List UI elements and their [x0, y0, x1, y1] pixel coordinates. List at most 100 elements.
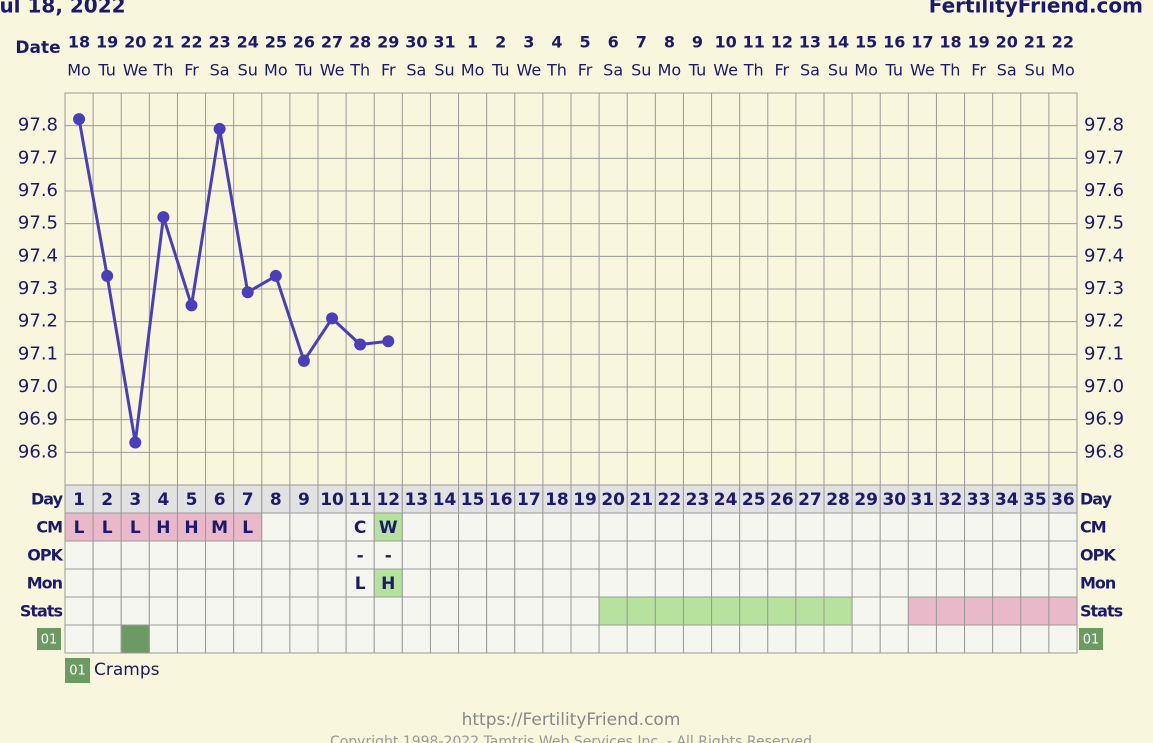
- day-number: 33: [967, 490, 991, 510]
- table-cell: [92, 596, 122, 626]
- table-cell: [598, 540, 628, 570]
- table-cell: [458, 624, 488, 654]
- date-label: 25: [265, 33, 287, 52]
- legend-swatch: [65, 658, 90, 683]
- day-number: 23: [686, 490, 710, 510]
- weekday-label: Tu: [294, 61, 312, 80]
- temperature-point: [157, 211, 170, 224]
- table-cell: [64, 484, 94, 514]
- temperature-point: [241, 286, 254, 299]
- date-label: 20: [124, 33, 146, 52]
- table-cell: [682, 624, 713, 654]
- date-label: 16: [883, 33, 905, 52]
- table-cell: [935, 596, 966, 626]
- row-label-right: OPK: [1080, 546, 1116, 565]
- weekday-label: Su: [828, 61, 848, 80]
- table-cell: [795, 568, 825, 598]
- weekday-label: Mo: [854, 61, 878, 80]
- y-tick-label: 97.0: [18, 376, 58, 397]
- weekday-label: Sa: [406, 61, 426, 80]
- day-number: 1: [73, 490, 85, 510]
- table-cell: [739, 540, 769, 570]
- row-label-right: CM: [1080, 518, 1106, 537]
- table-cell: [907, 484, 937, 514]
- table-cell: [1020, 596, 1050, 626]
- table-cell: [486, 512, 516, 542]
- weekday-label: Th: [743, 61, 764, 80]
- temperature-point: [129, 436, 142, 449]
- table-cell: [992, 568, 1022, 598]
- day-number: 32: [939, 490, 963, 510]
- table-cell: [486, 624, 516, 654]
- table-cell: [261, 568, 291, 598]
- weekday-label: Tu: [97, 61, 115, 80]
- table-cell: [233, 512, 263, 542]
- day-number: 29: [854, 490, 878, 510]
- table-cell: [514, 624, 544, 654]
- table-cell: [851, 624, 881, 654]
- date-label: 26: [293, 33, 315, 52]
- table-cell: [795, 596, 825, 626]
- table-cell: [935, 540, 966, 570]
- table-cell: [205, 540, 235, 570]
- table-cell: [767, 512, 797, 542]
- weekday-label: Fr: [578, 61, 593, 80]
- day-number: 24: [714, 490, 738, 510]
- temperature-line: [77, 118, 389, 443]
- day-number: 17: [517, 490, 541, 510]
- date-label: 10: [714, 33, 736, 52]
- table-cell: [261, 624, 291, 654]
- table-cell: [542, 540, 572, 570]
- table-cell: [711, 568, 741, 598]
- date-label: 24: [237, 33, 259, 52]
- weekday-label: We: [713, 61, 738, 80]
- table-cell: [317, 624, 347, 654]
- table-cell: [261, 512, 291, 542]
- date-label: 23: [208, 33, 230, 52]
- temperature-point: [213, 122, 226, 135]
- table-cell: [907, 568, 937, 598]
- day-number: 36: [1051, 490, 1075, 510]
- day-number: 2: [101, 490, 113, 510]
- cm-value: M: [211, 518, 228, 538]
- table-cell: [64, 596, 94, 626]
- symptom-mark: [120, 624, 150, 654]
- weekday-label: Sa: [603, 61, 623, 80]
- table-cell: [205, 568, 235, 598]
- table-cell: [935, 512, 966, 542]
- table-cell: [851, 568, 881, 598]
- table-cell: [964, 540, 994, 570]
- table-cell: [289, 540, 319, 570]
- table-cell: [317, 512, 347, 542]
- weekday-label: Su: [238, 61, 258, 80]
- table-cell: [992, 484, 1022, 514]
- table-cell: [176, 512, 207, 542]
- table-cell: [92, 484, 122, 514]
- table-cell: [317, 540, 347, 570]
- table-cell: [401, 540, 431, 570]
- date-label: 11: [743, 33, 765, 52]
- table-cell: [514, 568, 544, 598]
- table-cell: [345, 568, 375, 598]
- table-cell: [626, 540, 656, 570]
- table-cell: [289, 624, 319, 654]
- table-cell: [429, 512, 460, 542]
- table-cell: [682, 540, 713, 570]
- table-cell: [92, 540, 122, 570]
- table-cell: [739, 596, 769, 626]
- table-cell: [626, 568, 656, 598]
- day-number: 11: [348, 490, 372, 510]
- table-cell: [739, 624, 769, 654]
- date-label: 3: [523, 33, 534, 52]
- day-number: 9: [298, 490, 310, 510]
- table-cell: [401, 512, 431, 542]
- y-tick-label-right: 97.4: [1084, 245, 1124, 266]
- table-cell: [992, 596, 1022, 626]
- y-tick-label-right: 97.3: [1084, 278, 1124, 299]
- weekday-label: Tu: [885, 61, 903, 80]
- table-cell: [992, 512, 1022, 542]
- day-number: 6: [214, 490, 226, 510]
- y-tick-label: 97.3: [18, 278, 58, 299]
- date-label: 28: [349, 33, 371, 52]
- table-cell: [711, 596, 741, 626]
